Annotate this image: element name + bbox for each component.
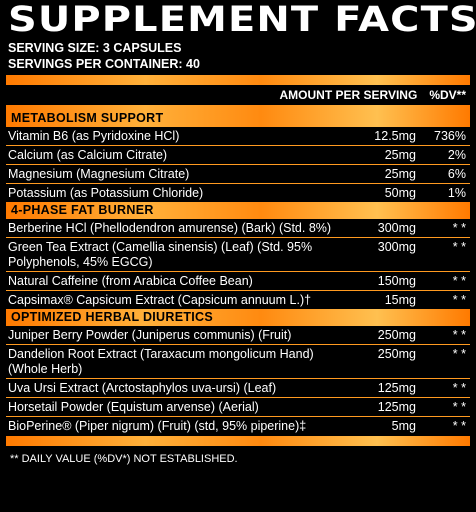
ingredient-row: Dandelion Root Extract (Taraxacum mongol… — [6, 345, 470, 379]
ingredient-row: Calcium (as Calcium Citrate) 25mg 2% — [6, 146, 470, 165]
ingredient-dv: * * — [452, 328, 466, 342]
ingredient-amount: 15mg — [384, 293, 416, 307]
ingredient-dv: * * — [452, 400, 466, 414]
header-divider — [6, 105, 470, 110]
ingredient-amount: 300mg — [377, 221, 416, 235]
ingredient-amount: 250mg — [377, 328, 416, 342]
ingredient-name: Uva Ursi Extract (Arctostaphylos uva-urs… — [8, 381, 277, 395]
ingredient-amount: 250mg — [377, 347, 416, 361]
ingredient-amount: 125mg — [377, 381, 416, 395]
ingredient-name: Dandelion Root Extract (Taraxacum mongol… — [8, 347, 314, 376]
ingredient-dv: 736% — [434, 129, 466, 143]
ingredient-name: Capsimax® Capsicum Extract (Capsicum ann… — [8, 293, 312, 307]
bottom-divider — [6, 436, 470, 446]
dv-header: %DV** — [429, 88, 466, 102]
column-header: AMOUNT PER SERVING %DV** — [6, 85, 470, 105]
ingredient-name: Calcium (as Calcium Citrate) — [8, 148, 168, 162]
ingredient-row: Natural Caffeine (from Arabica Coffee Be… — [6, 272, 470, 291]
ingredient-row: BioPerine® (Piper nigrum) (Fruit) (std, … — [6, 417, 470, 435]
ingredient-row: Berberine HCl (Phellodendron amurense) (… — [6, 219, 470, 238]
ingredient-row: Potassium (as Potassium Chloride) 50mg 1% — [6, 184, 470, 202]
ingredient-row: Green Tea Extract (Camellia sinensis) (L… — [6, 238, 470, 272]
ingredient-name: Green Tea Extract (Camellia sinensis) (L… — [8, 240, 313, 269]
ingredient-dv: * * — [452, 381, 466, 395]
amount-header: AMOUNT PER SERVING — [279, 88, 418, 102]
ingredient-dv: * * — [452, 293, 466, 307]
ingredient-amount: 25mg — [384, 148, 416, 162]
ingredient-amount: 50mg — [384, 186, 416, 200]
ingredient-dv: * * — [452, 347, 466, 361]
ingredient-row: Horsetail Powder (Equistum arvense) (Aer… — [6, 398, 470, 417]
ingredient-dv: * * — [452, 274, 466, 288]
ingredient-dv: 6% — [447, 167, 466, 181]
ingredient-name: BioPerine® (Piper nigrum) (Fruit) (std, … — [8, 419, 307, 433]
ingredient-name: Juniper Berry Powder (Juniperus communis… — [8, 328, 292, 342]
footnote: ** DAILY VALUE (%DV*) NOT ESTABLISHED. — [10, 453, 238, 465]
ingredient-amount: 5mg — [391, 419, 416, 433]
ingredient-row: Vitamin B6 (as Pyridoxine HCl) 12.5mg 736% — [6, 127, 470, 146]
ingredient-row: Juniper Berry Powder (Juniperus communis… — [6, 326, 470, 345]
ingredient-name: Berberine HCl (Phellodendron amurense) (… — [8, 221, 332, 235]
serving-size: SERVING SIZE: 3 CAPSULES — [8, 41, 182, 55]
ingredient-amount: 150mg — [377, 274, 416, 288]
ingredient-name: Horsetail Powder (Equistum arvense) (Aer… — [8, 400, 259, 414]
section-header: OPTIMIZED HERBAL DIURETICS — [6, 309, 470, 326]
sections-container: METABOLISM SUPPORT Vitamin B6 (as Pyridox… — [6, 110, 470, 435]
ingredient-dv: * * — [452, 240, 466, 254]
ingredient-amount: 25mg — [384, 167, 416, 181]
ingredient-row: Uva Ursi Extract (Arctostaphylos uva-urs… — [6, 379, 470, 398]
ingredient-amount: 12.5mg — [374, 129, 416, 143]
ingredient-row: Capsimax® Capsicum Extract (Capsicum ann… — [6, 291, 470, 309]
ingredient-amount: 300mg — [377, 240, 416, 254]
servings-per-container: SERVINGS PER CONTAINER: 40 — [8, 57, 200, 71]
ingredient-row: Magnesium (Magnesium Citrate) 25mg 6% — [6, 165, 470, 184]
ingredient-dv: 2% — [447, 148, 466, 162]
ingredient-name: Potassium (as Potassium Chloride) — [8, 186, 204, 200]
section-header: METABOLISM SUPPORT — [6, 110, 470, 127]
thick-divider — [6, 75, 470, 85]
ingredient-dv: * * — [452, 419, 466, 433]
ingredient-amount: 125mg — [377, 400, 416, 414]
section-header: 4-PHASE FAT BURNER — [6, 202, 470, 219]
ingredient-dv: 1% — [447, 186, 466, 200]
ingredient-name: Magnesium (Magnesium Citrate) — [8, 167, 190, 181]
panel-title: SUPPLEMENT FACTS — [8, 0, 476, 40]
ingredient-name: Natural Caffeine (from Arabica Coffee Be… — [8, 274, 253, 288]
ingredient-dv: * * — [452, 221, 466, 235]
ingredient-name: Vitamin B6 (as Pyridoxine HCl) — [8, 129, 180, 143]
